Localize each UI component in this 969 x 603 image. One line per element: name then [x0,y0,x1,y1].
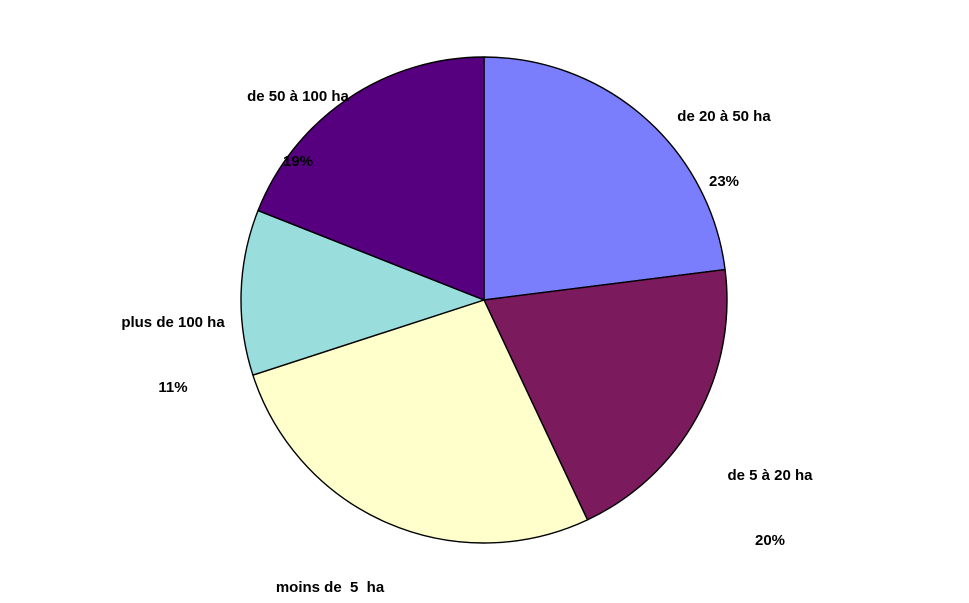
pie-label-value: 20% [754,531,786,549]
pie-label-name: moins de 5 ha [275,578,385,596]
pie-label-de-50-a-100-ha: de 50 à 100 ha 19% [173,42,423,216]
pie-label-name: plus de 100 ha [121,313,225,331]
pie-slice [252,299,589,544]
pie-label-plus-de-100-ha: plus de 100 ha 11% [48,268,298,442]
pie-label-de-5-a-20-ha: de 5 à 20 ha 20% [660,421,880,595]
pie-slice [483,56,726,301]
pie-label-value: 11% [158,378,188,396]
pie-slice [483,268,728,521]
pie-label-de-20-a-50-ha: de 20 à 50 ha 23% [614,62,834,236]
pie-slice-group [240,56,728,544]
pie-slice [257,56,485,301]
pie-label-value: 19% [282,152,314,170]
pie-label-value: 23% [708,172,740,190]
pie-label-moins-de-5-ha: moins de 5 ha 27% [205,533,455,603]
pie-slice [240,209,485,376]
pie-label-name: de 20 à 50 ha [677,107,771,125]
pie-label-name: de 50 à 100 ha [247,87,349,105]
pie-label-name: de 5 à 20 ha [727,466,813,484]
